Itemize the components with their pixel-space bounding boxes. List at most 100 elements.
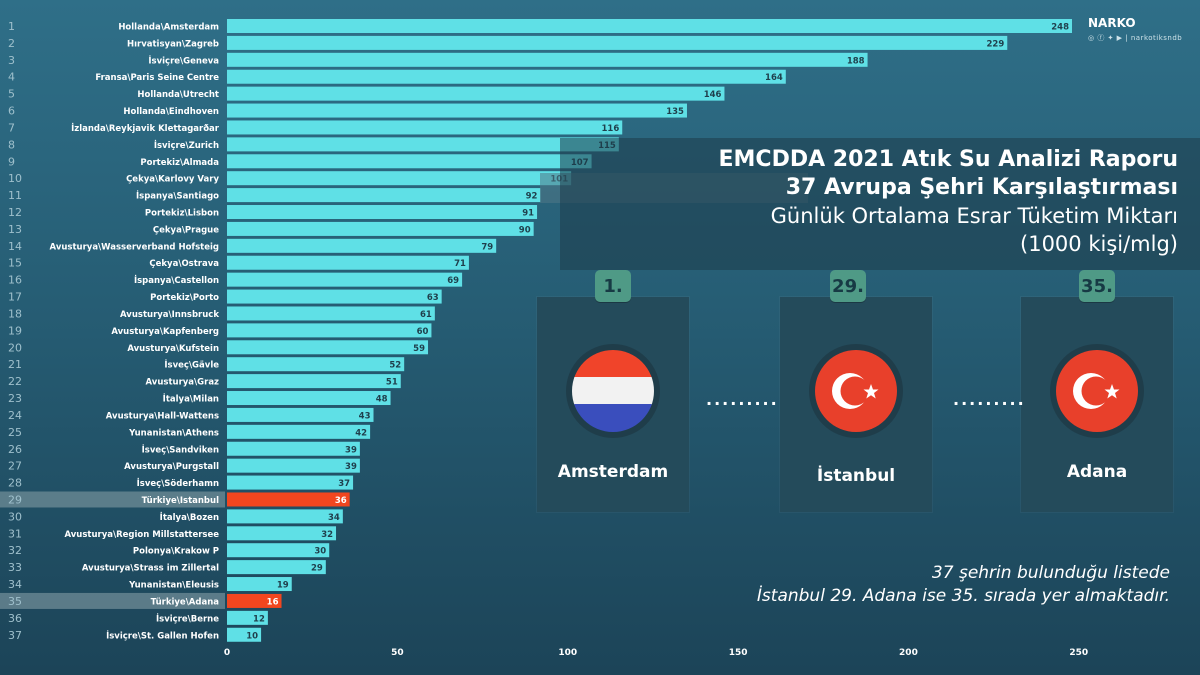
highlight-row-strip	[0, 592, 225, 609]
brand-handle-text: narkotiksndb	[1130, 34, 1183, 42]
bar	[227, 69, 786, 84]
value-label: 48	[376, 395, 388, 405]
rank-number: 17	[8, 291, 22, 304]
rank-number: 24	[8, 409, 22, 422]
bar	[227, 577, 292, 592]
turkey-flag-icon	[1056, 350, 1138, 432]
turkey-flag-icon	[815, 350, 897, 432]
bar	[227, 424, 371, 439]
bar	[227, 221, 534, 236]
rank-number: 8	[8, 138, 15, 151]
category-label: Avusturya\Wasserverband Hofsteig	[50, 242, 219, 252]
rank-number: 13	[8, 223, 22, 236]
rank-number: 6	[8, 105, 15, 118]
bar	[227, 560, 326, 575]
value-label: 39	[345, 462, 357, 472]
value-label: 37	[338, 479, 350, 489]
x-tick-label: 100	[558, 648, 577, 658]
bar	[227, 593, 282, 608]
category-label: Yunanistan\Eleusis	[128, 581, 219, 591]
value-label: 39	[345, 445, 357, 455]
bar	[227, 509, 343, 524]
rank-number: 11	[8, 189, 22, 202]
x-tick-label: 250	[1069, 648, 1088, 658]
value-label: 135	[666, 107, 684, 117]
value-label: 63	[427, 293, 439, 303]
value-label: 12	[253, 614, 265, 624]
rank-number: 29	[8, 493, 22, 506]
rank-number: 27	[8, 460, 22, 473]
bar	[227, 526, 337, 541]
rank-number: 28	[8, 477, 22, 490]
value-label: 10	[246, 631, 258, 641]
title-panel	[560, 138, 1200, 270]
bar	[227, 543, 330, 558]
rank-number: 5	[8, 88, 15, 101]
rank-badge-amsterdam: 1.	[595, 270, 631, 302]
value-label: 52	[389, 361, 401, 371]
dots-separator-1: .........	[706, 390, 779, 409]
x-tick-label: 200	[899, 648, 918, 658]
flag-ring-amsterdam	[566, 344, 660, 438]
value-label: 29	[311, 564, 323, 574]
city-label-amsterdam: Amsterdam	[557, 462, 669, 482]
rank-number: 7	[8, 121, 15, 134]
bar	[227, 627, 262, 642]
value-label: 51	[386, 378, 398, 388]
value-label: 164	[765, 73, 783, 83]
value-label: 60	[417, 327, 429, 337]
rank-number: 9	[8, 155, 15, 168]
bar	[227, 272, 463, 287]
value-label: 34	[328, 513, 340, 523]
rank-number: 18	[8, 307, 22, 320]
category-label: Avusturya\Kufstein	[127, 344, 219, 354]
value-label: 30	[314, 547, 326, 557]
category-label: İtalya\Milan	[163, 394, 219, 405]
category-label: Avusturya\Kapfenberg	[111, 327, 219, 337]
value-label: 248	[1051, 23, 1069, 33]
category-label: İsviçre\Berne	[156, 613, 219, 624]
bar	[227, 374, 401, 389]
category-label: Hollanda\Eindhoven	[123, 107, 219, 117]
value-label: 188	[847, 56, 865, 66]
value-label: 59	[413, 344, 425, 354]
bar	[227, 154, 592, 169]
rank-number: 12	[8, 206, 22, 219]
category-label: Portekiz\Almada	[140, 158, 219, 168]
bar	[227, 255, 469, 270]
rank-number: 21	[8, 358, 22, 371]
dots-separator-2: .........	[953, 390, 1026, 409]
bar	[227, 52, 868, 67]
rank-number: 19	[8, 324, 22, 337]
flag-ring-istanbul	[809, 344, 903, 438]
rank-number: 30	[8, 510, 22, 523]
category-label: Avusturya\Strass im Zillertal	[82, 564, 219, 574]
value-label: 61	[420, 310, 432, 320]
bar	[227, 35, 1008, 50]
value-label: 16	[267, 597, 279, 607]
bar	[227, 340, 429, 355]
bar	[227, 407, 374, 422]
bar	[227, 492, 350, 507]
category-label: Portekiz\Porto	[150, 293, 219, 303]
category-label: Çekya\Ostrava	[149, 259, 219, 269]
category-label: İsveç\Söderhamn	[137, 478, 219, 489]
value-label: 43	[359, 411, 371, 421]
rank-number: 23	[8, 392, 22, 405]
category-label: İtalya\Bozen	[160, 512, 219, 523]
category-label: İsviçre\Zurich	[154, 140, 219, 151]
category-label: Hollanda\Utrecht	[137, 90, 219, 100]
x-tick-label: 50	[391, 648, 404, 658]
category-label: Portekiz\Lisbon	[145, 209, 219, 219]
rank-number: 31	[8, 527, 22, 540]
rank-number: 36	[8, 612, 22, 625]
x-tick-label: 0	[224, 648, 230, 658]
rank-number: 26	[8, 443, 22, 456]
rank-number: 25	[8, 426, 22, 439]
bar	[227, 391, 391, 406]
city-label-adana: Adana	[1066, 462, 1128, 482]
rank-number: 32	[8, 544, 22, 557]
bar	[227, 238, 497, 253]
footnote-line-2: İstanbul 29. Adana ise 35. sırada yer al…	[756, 586, 1170, 606]
